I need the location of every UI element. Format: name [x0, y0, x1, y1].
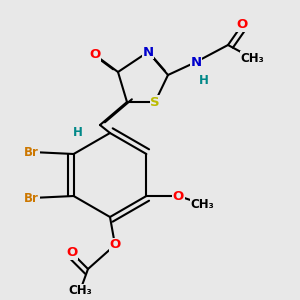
Text: CH₃: CH₃	[68, 284, 92, 298]
Text: N: N	[190, 56, 202, 68]
Text: N: N	[142, 46, 154, 59]
Text: CH₃: CH₃	[240, 52, 264, 64]
Text: H: H	[199, 74, 209, 86]
Text: H: H	[73, 127, 83, 140]
Text: O: O	[110, 238, 121, 251]
Text: O: O	[66, 247, 78, 260]
Text: O: O	[89, 49, 100, 62]
Text: O: O	[236, 19, 247, 32]
Text: S: S	[150, 95, 160, 109]
Text: CH₃: CH₃	[190, 197, 214, 211]
Text: Br: Br	[24, 191, 39, 205]
Text: O: O	[173, 190, 184, 202]
Text: Br: Br	[24, 146, 39, 158]
